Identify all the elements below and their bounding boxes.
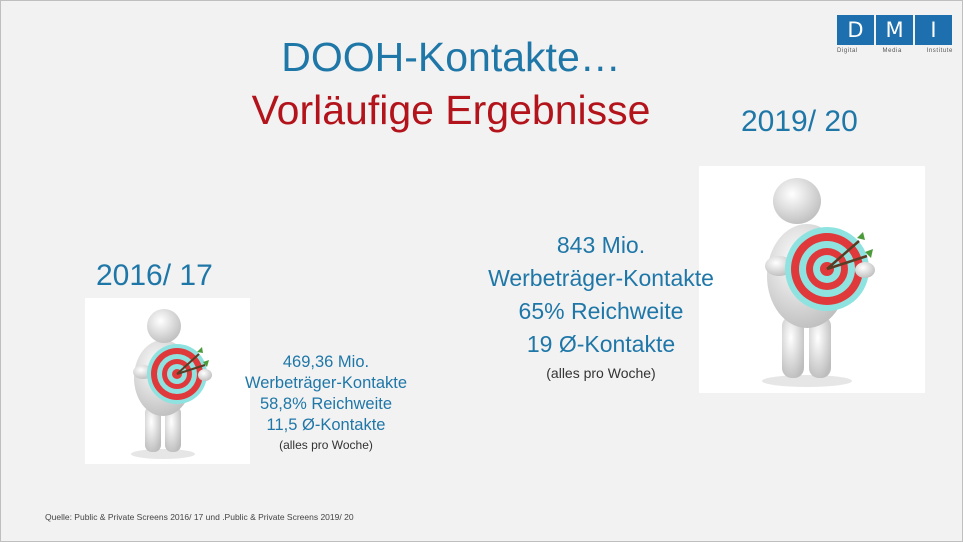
stats-block-right: 843 Mio. Werbeträger-Kontakte 65% Reichw… xyxy=(456,229,746,385)
stat-line: 843 Mio. xyxy=(556,232,646,258)
logo-word: Digital xyxy=(837,48,858,54)
stat-line: Werbeträger-Kontakte xyxy=(244,374,408,392)
stat-note: (alles pro Woche) xyxy=(546,365,656,381)
dmi-logo: D M I Digital Media Institute xyxy=(837,15,953,54)
slide-subtitle: Vorläufige Ergebnisse xyxy=(251,87,651,133)
stat-line: 58,8% Reichweite xyxy=(259,395,393,413)
figure-holding-target-icon xyxy=(762,178,875,387)
logo-word: Media xyxy=(882,48,902,54)
stat-line: 65% Reichweite xyxy=(518,298,684,324)
stat-line: 469,36 Mio. xyxy=(282,353,370,371)
figure-target-image-right xyxy=(699,166,925,393)
year-label-left: 2016/ 17 xyxy=(96,259,213,292)
stats-block-left: 469,36 Mio. Werbeträger-Kontakte 58,8% R… xyxy=(226,352,426,454)
stat-line: 19 Ø-Kontakte xyxy=(526,331,676,357)
logo-letter: M xyxy=(876,15,913,45)
figure-holding-target-icon xyxy=(131,309,212,459)
stat-note: (alles pro Woche) xyxy=(279,438,373,452)
stat-line: 11,5 Ø-Kontakte xyxy=(266,416,386,434)
year-label-right: 2019/ 20 xyxy=(741,105,858,138)
slide-title: DOOH-Kontakte… xyxy=(281,34,621,80)
logo-letter: I xyxy=(915,15,952,45)
figure-target-image-left xyxy=(85,298,250,464)
source-footnote: Quelle: Public & Private Screens 2016/ 1… xyxy=(45,512,354,522)
logo-letter: D xyxy=(837,15,874,45)
stat-line: Werbeträger-Kontakte xyxy=(488,265,714,291)
logo-word: Institute xyxy=(926,48,953,54)
